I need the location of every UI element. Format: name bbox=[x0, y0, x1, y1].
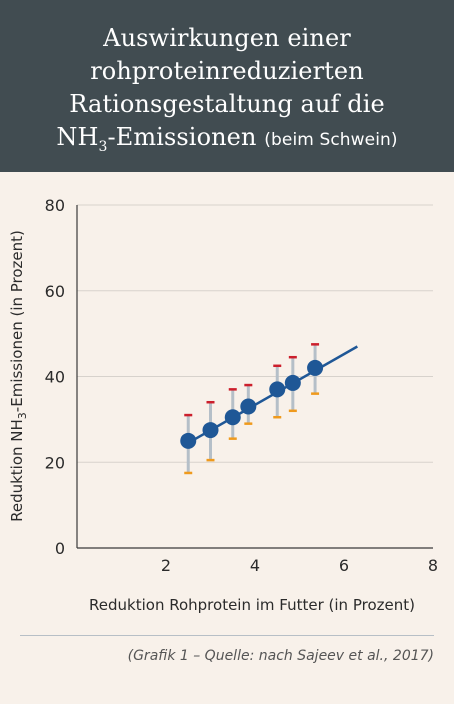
scatter-chart: 0 20 40 60 80 2 4 6 8 Reduktion Rohprotein im Fu… bbox=[8, 196, 438, 614]
data-point-7 bbox=[307, 359, 324, 376]
chart-subtitle: (beim Schwein) bbox=[264, 130, 398, 150]
title-line-2: rohproteinreduzierten bbox=[90, 57, 364, 85]
title-nh: NH bbox=[56, 123, 99, 151]
chart-title-banner: Auswirkungen einer rohproteinreduzierten… bbox=[0, 0, 454, 172]
x-tick-label-4: 4 bbox=[250, 556, 260, 575]
axes bbox=[76, 205, 433, 549]
data-points bbox=[180, 359, 324, 449]
x-tick-label-6: 6 bbox=[339, 556, 349, 575]
y-tick-label-20: 20 bbox=[45, 453, 65, 472]
data-point-5 bbox=[269, 381, 286, 398]
y-tick-label-80: 80 bbox=[45, 196, 65, 215]
y-tick-label-0: 0 bbox=[55, 539, 65, 558]
x-axis-label: Reduktion Rohprotein im Futter (in Proze… bbox=[89, 596, 415, 614]
title-subscript: 3 bbox=[98, 138, 108, 155]
grid-lines bbox=[77, 204, 433, 463]
y-axis-label: Reduktion NH3-Emissionen (in Prozent) bbox=[8, 230, 29, 522]
y-label-post: -Emissionen (in Prozent) bbox=[8, 230, 26, 412]
data-point-4 bbox=[240, 398, 257, 415]
title-emissionen: -Emissionen bbox=[107, 123, 257, 151]
data-point-3 bbox=[224, 409, 241, 426]
y-tick-label-40: 40 bbox=[45, 368, 65, 387]
x-tick-label-2: 2 bbox=[161, 556, 171, 575]
title-line-3: Rationsgestaltung auf die bbox=[69, 90, 385, 118]
title-line-4: NH3-Emissionen (beim Schwein) bbox=[0, 121, 454, 164]
data-point-1 bbox=[180, 432, 197, 449]
title-line-1: Auswirkungen einer bbox=[103, 24, 351, 52]
chart-area: 0 20 40 60 80 2 4 6 8 Reduktion Rohprotein im Fu… bbox=[0, 172, 454, 700]
x-tick-label-8: 8 bbox=[428, 556, 438, 575]
source-divider bbox=[20, 635, 434, 636]
y-label-pre: Reduktion NH bbox=[8, 419, 26, 522]
y-label-sub: 3 bbox=[16, 412, 29, 419]
data-point-6 bbox=[284, 374, 301, 391]
source-note: (Grafik 1 – Quelle: nach Sajeev et al., … bbox=[127, 648, 434, 664]
y-tick-label-60: 60 bbox=[45, 282, 65, 301]
data-point-2 bbox=[202, 422, 219, 439]
tick-labels: 0 20 40 60 80 2 4 6 8 bbox=[45, 196, 438, 575]
